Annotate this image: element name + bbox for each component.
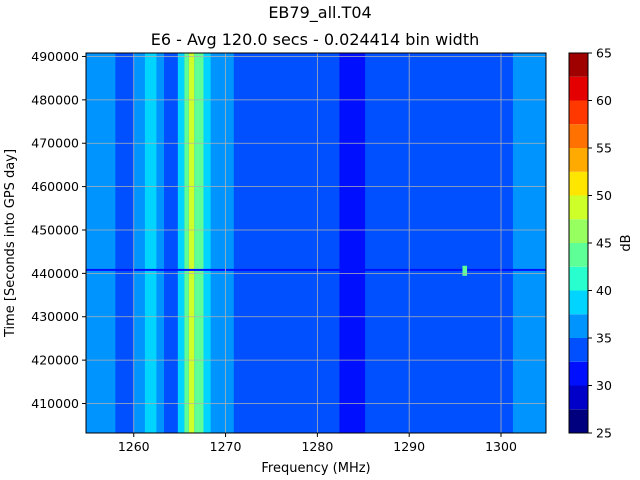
y-axis-label: Time [Seconds into GPS day] bbox=[3, 149, 18, 338]
colorbar-tick-label: 25 bbox=[596, 426, 612, 441]
colorbar-swatch bbox=[569, 338, 588, 362]
y-tick-label: 480000 bbox=[31, 92, 79, 107]
heatmap-band bbox=[184, 53, 189, 433]
y-tick-label: 410000 bbox=[31, 396, 79, 411]
colorbar: 25 30 35 40 45 50 55 60 65 bbox=[568, 46, 612, 441]
colorbar-label: dB bbox=[619, 234, 634, 251]
heatmap-event bbox=[462, 265, 468, 276]
colorbar-tick-label: 50 bbox=[596, 188, 612, 203]
plot-area bbox=[86, 53, 546, 433]
colorbar-swatch bbox=[569, 219, 588, 243]
x-tick-label: 1260 bbox=[118, 439, 150, 454]
y-tick-label: 490000 bbox=[31, 49, 79, 64]
colorbar-swatch bbox=[569, 361, 588, 386]
x-tick-label: 1280 bbox=[301, 439, 333, 454]
heatmap-band bbox=[156, 53, 165, 433]
y-tick-label: 470000 bbox=[31, 136, 79, 151]
colorbar-swatch bbox=[569, 266, 588, 291]
x-tick-label: 1290 bbox=[393, 439, 425, 454]
y-tick-label: 460000 bbox=[31, 179, 79, 194]
colorbar-tick-label: 60 bbox=[596, 93, 612, 108]
colorbar-swatch bbox=[569, 100, 588, 125]
heatmap-band bbox=[86, 53, 116, 433]
colorbar-swatch bbox=[569, 124, 588, 148]
heatmap-band bbox=[220, 53, 234, 433]
colorbar-swatch bbox=[569, 243, 588, 267]
heatmap-band bbox=[194, 53, 204, 433]
heatmap-band bbox=[188, 53, 195, 433]
chart-subtitle: E6 - Avg 120.0 secs - 0.024414 bin width bbox=[151, 30, 479, 49]
heatmap-band bbox=[133, 53, 145, 433]
heatmap-band bbox=[203, 53, 211, 433]
colorbar-tick-label: 40 bbox=[596, 283, 612, 298]
grid-lines bbox=[86, 53, 546, 433]
colorbar-swatch bbox=[569, 53, 588, 77]
heatmap-event bbox=[86, 268, 546, 271]
heatmap-band bbox=[144, 53, 157, 433]
y-tick-label: 430000 bbox=[31, 309, 79, 324]
colorbar-swatch bbox=[569, 290, 588, 315]
colorbar-swatch bbox=[569, 314, 588, 338]
colorbar-swatch bbox=[569, 195, 588, 220]
y-tick-label: 440000 bbox=[31, 266, 79, 281]
colorbar-swatch bbox=[569, 385, 588, 410]
heatmap-band bbox=[177, 53, 185, 433]
x-axis-label: Frequency (MHz) bbox=[261, 461, 370, 476]
plot-frame bbox=[85, 52, 547, 434]
x-axis: 1260 1270 1280 1290 1300 bbox=[118, 433, 517, 454]
heatmap-band bbox=[512, 53, 546, 433]
colorbar-swatch bbox=[569, 76, 588, 101]
y-axis: 410000 420000 430000 440000 450000 460000 4700… bbox=[31, 49, 86, 411]
x-tick-label: 1270 bbox=[210, 439, 242, 454]
colorbar-tick-label: 65 bbox=[596, 46, 612, 61]
y-tick-label: 450000 bbox=[31, 222, 79, 237]
x-tick-label: 1300 bbox=[485, 439, 517, 454]
colorbar-swatch bbox=[569, 409, 588, 433]
heatmap-band bbox=[210, 53, 221, 433]
heatmap-band bbox=[339, 53, 366, 433]
colorbar-tick-label: 45 bbox=[596, 236, 612, 251]
y-tick-label: 420000 bbox=[31, 353, 79, 368]
colorbar-swatch bbox=[569, 171, 588, 196]
colorbar-tick-label: 55 bbox=[596, 141, 612, 156]
colorbar-swatch bbox=[569, 148, 588, 172]
chart-title: EB79_all.T04 bbox=[268, 3, 371, 23]
colorbar-tick-label: 35 bbox=[596, 331, 612, 346]
colorbar-tick-label: 30 bbox=[596, 378, 612, 393]
